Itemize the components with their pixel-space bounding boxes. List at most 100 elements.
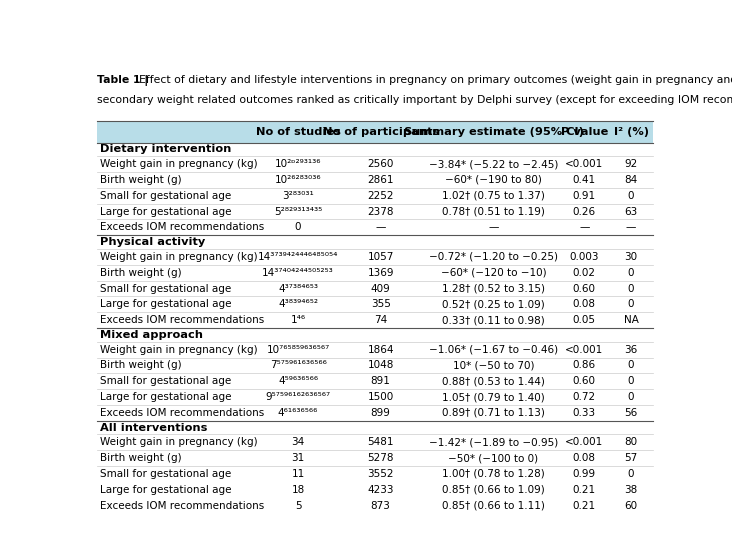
Text: 5278: 5278 (367, 453, 394, 463)
Text: Exceeds IOM recommendations: Exceeds IOM recommendations (100, 408, 264, 418)
Text: 0: 0 (628, 360, 635, 370)
Text: 10⁷⁶⁵⁸⁵⁹⁶³⁶⁵⁶⁷: 10⁷⁶⁵⁸⁵⁹⁶³⁶⁵⁶⁷ (266, 345, 329, 355)
Text: 4⁶¹⁶³⁶⁵⁶⁶: 4⁶¹⁶³⁶⁵⁶⁶ (278, 408, 318, 418)
Text: 2252: 2252 (367, 191, 394, 201)
Text: Large for gestational age: Large for gestational age (100, 299, 231, 309)
Text: 0.60: 0.60 (573, 376, 596, 386)
Text: −1.42* (−1.89 to −0.95): −1.42* (−1.89 to −0.95) (429, 437, 558, 447)
Text: 0: 0 (628, 268, 635, 278)
Text: I² (%): I² (%) (613, 127, 649, 137)
Text: Exceeds IOM recommendations: Exceeds IOM recommendations (100, 315, 264, 325)
Text: 1057: 1057 (367, 252, 394, 262)
Text: 0.78† (0.51 to 1.19): 0.78† (0.51 to 1.19) (442, 207, 545, 217)
Text: Birth weight (g): Birth weight (g) (100, 175, 182, 185)
Text: 0.52† (0.25 to 1.09): 0.52† (0.25 to 1.09) (442, 299, 545, 309)
Text: 14³⁷⁴⁰⁴²⁴⁴⁵⁰⁵²⁵³: 14³⁷⁴⁰⁴²⁴⁴⁵⁰⁵²⁵³ (262, 268, 334, 278)
Text: 0.21: 0.21 (572, 501, 596, 510)
Text: −0.72* (−1.20 to −0.25): −0.72* (−1.20 to −0.25) (429, 252, 558, 262)
Text: Birth weight (g): Birth weight (g) (100, 453, 182, 463)
Text: 0.33: 0.33 (572, 408, 596, 418)
Text: 0.89† (0.71 to 1.13): 0.89† (0.71 to 1.13) (442, 408, 545, 418)
Text: 10* (−50 to 70): 10* (−50 to 70) (453, 360, 534, 370)
Text: 1.00† (0.78 to 1.28): 1.00† (0.78 to 1.28) (442, 469, 545, 479)
Text: 18: 18 (291, 485, 305, 495)
Text: 60: 60 (624, 501, 638, 510)
Text: 57: 57 (624, 453, 638, 463)
Text: 63: 63 (624, 207, 638, 217)
Text: −60* (−120 to −10): −60* (−120 to −10) (441, 268, 546, 278)
Text: 4³⁷³⁸⁴⁶⁵³: 4³⁷³⁸⁴⁶⁵³ (278, 284, 318, 294)
Text: —: — (626, 222, 636, 232)
Text: 0.08: 0.08 (573, 453, 596, 463)
Text: 80: 80 (624, 437, 638, 447)
Text: 0.26: 0.26 (572, 207, 596, 217)
Text: Mixed approach: Mixed approach (100, 330, 203, 340)
Text: Small for gestational age: Small for gestational age (100, 191, 231, 201)
Text: 4233: 4233 (367, 485, 394, 495)
Text: 5: 5 (295, 501, 302, 510)
Text: 0.21: 0.21 (572, 485, 596, 495)
Text: 0.72: 0.72 (572, 392, 596, 402)
Text: 10²⁶²⁸³⁰³⁶: 10²⁶²⁸³⁰³⁶ (274, 175, 321, 185)
Text: 31: 31 (291, 453, 305, 463)
Text: 0: 0 (628, 284, 635, 294)
Text: Physical activity: Physical activity (100, 237, 205, 247)
Text: 0: 0 (628, 376, 635, 386)
Text: Weight gain in pregnancy (kg): Weight gain in pregnancy (kg) (100, 437, 258, 447)
Text: Birth weight (g): Birth weight (g) (100, 268, 182, 278)
Text: <0.001: <0.001 (565, 159, 603, 169)
Text: All interventions: All interventions (100, 423, 207, 433)
Text: −3.84* (−5.22 to −2.45): −3.84* (−5.22 to −2.45) (429, 159, 559, 169)
Text: Large for gestational age: Large for gestational age (100, 485, 231, 495)
Text: Weight gain in pregnancy (kg): Weight gain in pregnancy (kg) (100, 345, 258, 355)
Text: Weight gain in pregnancy (kg): Weight gain in pregnancy (kg) (100, 159, 258, 169)
Text: Summary estimate (95% CI): Summary estimate (95% CI) (403, 127, 583, 137)
Text: Large for gestational age: Large for gestational age (100, 392, 231, 402)
Text: 36: 36 (624, 345, 638, 355)
Text: 5481: 5481 (367, 437, 394, 447)
Text: 409: 409 (371, 284, 391, 294)
Text: 14³⁷³⁹⁴²⁴⁴⁴⁶⁴⁸⁵⁰⁵⁴: 14³⁷³⁹⁴²⁴⁴⁴⁶⁴⁸⁵⁰⁵⁴ (258, 252, 338, 262)
Text: 56: 56 (624, 408, 638, 418)
Text: 0.85† (0.66 to 1.11): 0.85† (0.66 to 1.11) (442, 501, 545, 510)
Text: Small for gestational age: Small for gestational age (100, 469, 231, 479)
Text: 891: 891 (370, 376, 391, 386)
Text: 1.28† (0.52 to 3.15): 1.28† (0.52 to 3.15) (442, 284, 545, 294)
Text: Dietary intervention: Dietary intervention (100, 144, 231, 154)
Text: −60* (−190 to 80): −60* (−190 to 80) (445, 175, 542, 185)
Text: 1048: 1048 (367, 360, 394, 370)
Text: 0.91: 0.91 (572, 191, 596, 201)
Text: −50* (−100 to 0): −50* (−100 to 0) (449, 453, 539, 463)
Text: <0.001: <0.001 (565, 345, 603, 355)
Text: P value: P value (561, 127, 608, 137)
Text: Table 1 |: Table 1 | (97, 75, 152, 86)
Text: Weight gain in pregnancy (kg): Weight gain in pregnancy (kg) (100, 252, 258, 262)
Text: 0.05: 0.05 (573, 315, 596, 325)
Text: 5²⁸²⁹³¹³⁴³⁵: 5²⁸²⁹³¹³⁴³⁵ (274, 207, 322, 217)
Text: —: — (488, 222, 498, 232)
Text: 34: 34 (291, 437, 305, 447)
Text: 92: 92 (624, 159, 638, 169)
Text: 355: 355 (370, 299, 391, 309)
Text: 0.85† (0.66 to 1.09): 0.85† (0.66 to 1.09) (442, 485, 545, 495)
Text: 4⁵⁹⁶³⁶⁵⁶⁶: 4⁵⁹⁶³⁶⁵⁶⁶ (278, 376, 318, 386)
Bar (97, 121, 653, 143)
Text: 0.60: 0.60 (573, 284, 596, 294)
Text: 0: 0 (295, 222, 302, 232)
Text: 0.88† (0.53 to 1.44): 0.88† (0.53 to 1.44) (442, 376, 545, 386)
Text: <0.001: <0.001 (565, 437, 603, 447)
Text: 0: 0 (628, 299, 635, 309)
Text: 1369: 1369 (367, 268, 394, 278)
Text: 0.08: 0.08 (573, 299, 596, 309)
Text: 0.003: 0.003 (569, 252, 599, 262)
Text: 0: 0 (628, 191, 635, 201)
Text: 1.05† (0.79 to 1.40): 1.05† (0.79 to 1.40) (442, 392, 545, 402)
Text: 2378: 2378 (367, 207, 394, 217)
Text: 0: 0 (628, 469, 635, 479)
Text: 30: 30 (624, 252, 638, 262)
Text: 7⁵⁷⁵⁹⁶¹⁶³⁶⁵⁶⁶: 7⁵⁷⁵⁹⁶¹⁶³⁶⁵⁶⁶ (269, 360, 326, 370)
Text: Exceeds IOM recommendations: Exceeds IOM recommendations (100, 222, 264, 232)
Text: 2861: 2861 (367, 175, 394, 185)
Text: 4³⁸³⁹⁴⁶⁵²: 4³⁸³⁹⁴⁶⁵² (278, 299, 318, 309)
Text: 0.86: 0.86 (572, 360, 596, 370)
